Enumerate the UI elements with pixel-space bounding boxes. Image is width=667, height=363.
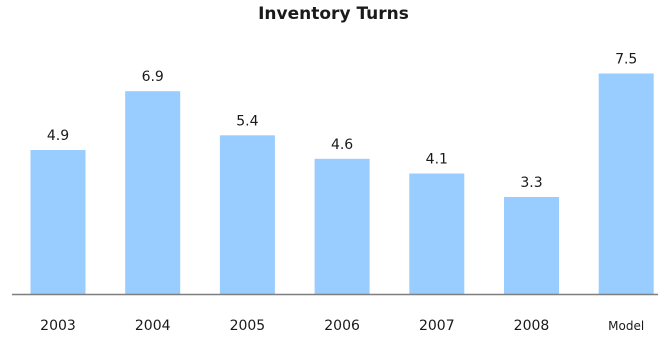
- bar-2006: [314, 158, 370, 294]
- x-tick-label-2008: 2008: [514, 318, 550, 334]
- x-tick-label-model: Model: [608, 319, 644, 333]
- value-label-2004: 6.9: [142, 69, 164, 85]
- bar-2008: [504, 197, 559, 294]
- x-tick-label-2003: 2003: [40, 318, 76, 334]
- x-tick-label-2006: 2006: [324, 318, 360, 334]
- value-label-2003: 4.9: [47, 128, 69, 144]
- bar-2003: [30, 150, 86, 294]
- x-tick-label-2004: 2004: [135, 318, 171, 334]
- value-label-2006: 4.6: [331, 137, 353, 153]
- value-labels-group: 4.9 6.9 5.4 4.6 4.1 3.3 7.5: [47, 52, 637, 192]
- x-tick-label-2007: 2007: [419, 318, 455, 334]
- value-label-2007: 4.1: [426, 152, 448, 168]
- bar-2007: [409, 173, 465, 294]
- x-tick-labels-group: 2003 2004 2005 2006 2007 2008 Model: [40, 318, 644, 334]
- value-label-model: 7.5: [615, 52, 637, 68]
- x-tick-label-2005: 2005: [230, 318, 266, 334]
- bar-2004: [125, 91, 181, 294]
- chart-title: Inventory Turns: [258, 4, 409, 24]
- bars-group: [30, 73, 654, 294]
- value-label-2005: 5.4: [236, 113, 258, 129]
- bar-2005: [219, 135, 275, 294]
- value-label-2008: 3.3: [520, 175, 542, 191]
- bar-model: [598, 73, 654, 294]
